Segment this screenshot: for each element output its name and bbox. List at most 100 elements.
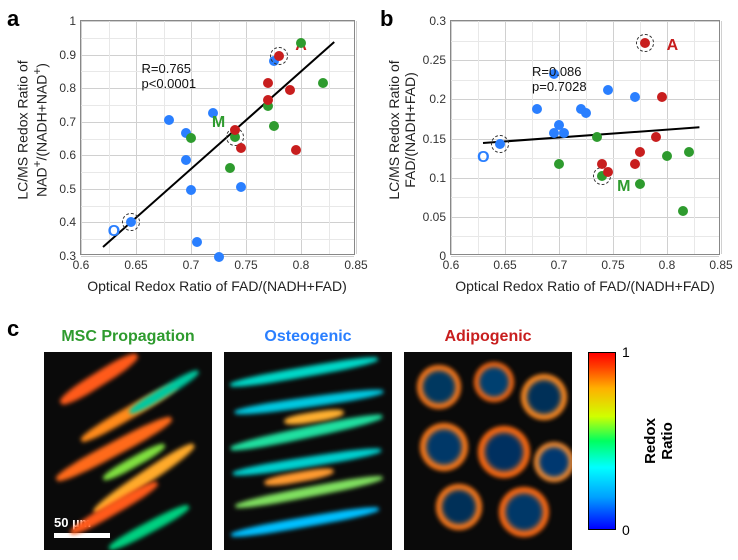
gridline bbox=[246, 21, 247, 254]
highlight-circle bbox=[491, 135, 509, 153]
data-point bbox=[269, 121, 279, 131]
data-point bbox=[181, 155, 191, 165]
gridline-minor bbox=[81, 71, 354, 72]
data-point bbox=[192, 237, 202, 247]
gridline-minor bbox=[219, 21, 220, 254]
data-point bbox=[532, 104, 542, 114]
cell bbox=[478, 426, 530, 478]
point-annotation: M bbox=[212, 114, 225, 132]
gridline bbox=[81, 88, 354, 89]
data-point bbox=[651, 132, 661, 142]
data-point bbox=[635, 147, 645, 157]
gridline bbox=[451, 21, 452, 254]
data-point bbox=[554, 159, 564, 169]
scalebar bbox=[54, 533, 110, 538]
gridline bbox=[451, 217, 719, 218]
gridline-minor bbox=[694, 21, 695, 254]
stats-text: R=0.765p<0.0001 bbox=[142, 61, 197, 91]
ytick-label: 0.8 bbox=[59, 81, 81, 95]
data-point bbox=[318, 78, 328, 88]
gridline-minor bbox=[478, 21, 479, 254]
gridline-minor bbox=[81, 139, 354, 140]
chart-b-ylabel: LC/MS Redox Ratio of FAD/(NADH+FAD) bbox=[386, 20, 418, 240]
colorbar-gradient bbox=[588, 352, 616, 530]
micro-title-adipogenic: Adipogenic bbox=[444, 328, 531, 346]
gridline bbox=[613, 21, 614, 254]
gridline-minor bbox=[451, 41, 719, 42]
data-point bbox=[214, 252, 224, 262]
chart-a-ylabel-line1: LC/MS Redox Ratio of bbox=[15, 60, 31, 199]
micrograph-adipogenic bbox=[404, 352, 572, 550]
gridline-minor bbox=[451, 119, 719, 120]
ytick-label: 0.9 bbox=[59, 48, 81, 62]
gridline bbox=[451, 21, 719, 22]
panel-label-c: c bbox=[7, 316, 19, 342]
data-point bbox=[559, 128, 569, 138]
micro-title-osteogenic: Osteogenic bbox=[264, 328, 351, 346]
figure-root: a b c 0.60.650.70.750.80.850.30.40.50.60… bbox=[0, 0, 738, 559]
data-point bbox=[263, 95, 273, 105]
colorbar-title: Redox Ratio bbox=[642, 418, 676, 464]
ytick-label: 0.2 bbox=[429, 92, 451, 106]
data-point bbox=[236, 182, 246, 192]
ytick-label: 0.4 bbox=[59, 215, 81, 229]
cell bbox=[534, 442, 572, 482]
data-point bbox=[592, 132, 602, 142]
ytick-label: 0.25 bbox=[423, 53, 451, 67]
chart-b-area: 0.60.650.70.750.80.8500.050.10.150.20.25… bbox=[450, 20, 720, 255]
gridline-minor bbox=[640, 21, 641, 254]
data-point bbox=[662, 151, 672, 161]
chart-b-xlabel: Optical Redox Ratio of FAD/(NADH+FAD) bbox=[455, 278, 714, 294]
chart-a: 0.60.650.70.750.80.850.30.40.50.60.70.80… bbox=[80, 20, 355, 255]
micro-title-propagation: MSC Propagation bbox=[61, 328, 194, 346]
gridline bbox=[81, 155, 354, 156]
gridline bbox=[81, 21, 82, 254]
colorbar: 1 0 Redox Ratio bbox=[588, 352, 618, 530]
highlight-circle bbox=[636, 34, 654, 52]
gridline bbox=[356, 21, 357, 254]
gridline bbox=[721, 21, 722, 254]
panel-c: MSC Propagation 50 µm Osteogenic Adipoge… bbox=[44, 352, 564, 560]
cell bbox=[420, 423, 468, 471]
gridline bbox=[451, 99, 719, 100]
gridline-minor bbox=[81, 105, 354, 106]
gridline bbox=[667, 21, 668, 254]
ytick-label: 0.05 bbox=[423, 210, 451, 224]
point-annotation: M bbox=[617, 178, 630, 196]
ytick-label: 0 bbox=[439, 249, 451, 263]
chart-a-ylabel-line2: NAD+/(NADH+NAD+) bbox=[33, 63, 49, 197]
highlight-circle bbox=[122, 213, 140, 231]
data-point bbox=[230, 125, 240, 135]
ytick-label: 0.7 bbox=[59, 115, 81, 129]
stats-text: R=0.086p=0.7028 bbox=[532, 64, 587, 94]
cell bbox=[417, 365, 461, 409]
gridline-minor bbox=[109, 21, 110, 254]
data-point bbox=[603, 85, 613, 95]
ytick-label: 0.3 bbox=[59, 249, 81, 263]
chart-b-ylabel-line1: LC/MS Redox Ratio of bbox=[386, 60, 402, 199]
ytick-label: 1 bbox=[69, 14, 81, 28]
point-annotation: A bbox=[667, 37, 679, 55]
data-point bbox=[581, 108, 591, 118]
gridline-minor bbox=[451, 158, 719, 159]
ytick-label: 0.1 bbox=[429, 171, 451, 185]
texture-streak bbox=[127, 367, 201, 417]
data-point bbox=[630, 92, 640, 102]
micrograph-osteogenic bbox=[224, 352, 392, 550]
gridline bbox=[81, 55, 354, 56]
chart-b: 0.60.650.70.750.80.8500.050.10.150.20.25… bbox=[450, 20, 720, 255]
data-point bbox=[186, 185, 196, 195]
highlight-circle bbox=[270, 47, 288, 65]
data-point bbox=[225, 163, 235, 173]
data-point bbox=[291, 145, 301, 155]
data-point bbox=[263, 78, 273, 88]
texture-streak bbox=[230, 504, 379, 540]
gridline-minor bbox=[81, 172, 354, 173]
gridline bbox=[81, 21, 354, 22]
chart-b-ylabel-line2: FAD/(NADH+FAD) bbox=[402, 72, 418, 188]
data-point bbox=[630, 159, 640, 169]
micrograph-propagation: 50 µm bbox=[44, 352, 212, 550]
gridline bbox=[301, 21, 302, 254]
data-point bbox=[296, 38, 306, 48]
data-point bbox=[236, 143, 246, 153]
